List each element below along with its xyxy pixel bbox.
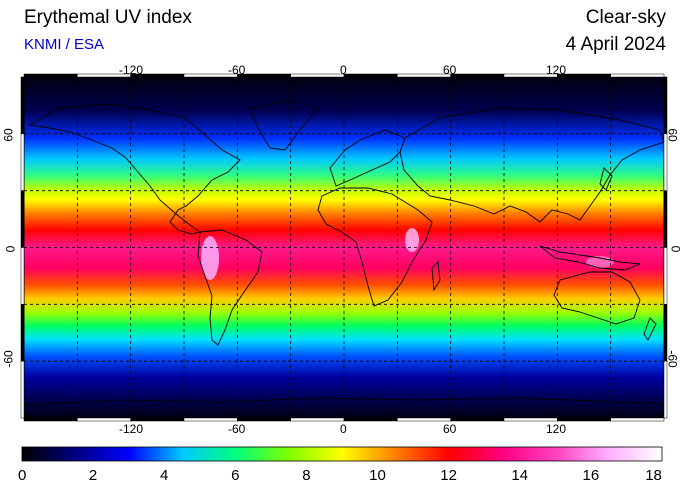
lon-tick-bottom-1: -120 [119,422,144,436]
frame-mark [20,76,25,135]
frame-mark [20,304,25,362]
frame-mark [450,417,505,422]
frame-mark [450,73,505,78]
lon-tick-top-2: -60 [228,63,246,77]
uv-peak-africa [405,228,419,252]
colorbar [21,446,663,462]
lon-tick-bottom-4: 60 [443,422,457,436]
frame-mark [20,360,25,419]
frame-mark [23,73,78,78]
frame-mark [290,73,345,78]
colorbar-tick-label: 4 [160,467,169,484]
frame-mark [663,360,668,419]
frame-mark [663,190,668,248]
lon-tick-top-4: 60 [443,63,457,77]
frame-mark [610,417,665,422]
frame-mark [397,417,451,422]
frame-mark [557,417,611,422]
frame-mark [343,73,398,78]
frame-mark [237,417,291,422]
lon-tick-bottom-3: 0 [340,422,347,436]
frame-mark [663,76,668,135]
lat-tick-left-3: -60 [1,350,16,368]
frame-mark [130,417,185,422]
graticule [24,77,664,418]
coastlines [24,99,664,406]
colorbar-tick-label: 16 [582,467,600,484]
colorbar-tick-label: 18 [645,467,662,484]
lat-tick-right-2: 0 [668,245,683,253]
frame-mark [183,417,238,422]
colorbar-tick-label: 14 [511,467,529,484]
frame-mark [20,247,25,305]
colorbar-tick-label: 12 [440,467,457,484]
lon-tick-top-1: -120 [119,63,144,77]
lon-tick-top-3: 0 [340,63,347,77]
map-title: Erythemal UV index [24,7,192,28]
lat-tick-right-3: -60 [665,350,680,368]
lon-tick-bottom-2: -60 [228,422,246,436]
frame-mark [663,247,668,305]
credit-label: KNMI / ESA [24,36,105,53]
lat-tick-left-1: 60 [1,128,16,142]
frame-mark [20,190,25,248]
frame-marks [20,73,668,422]
lat-tick-left-2: 0 [3,245,18,253]
lon-tick-bottom-5: 120 [546,422,567,436]
colorbar-tick-label: 2 [88,467,98,484]
frame-mark [77,417,131,422]
frame-mark [663,133,668,191]
lon-tick-top-5: 120 [546,63,567,77]
colorbar-tick-label: 6 [231,467,240,484]
frame-mark [503,417,558,422]
colorbar-tick-label: 0 [18,467,27,484]
frame-mark [290,417,345,422]
frame-mark [343,417,398,422]
frame-mark [20,133,25,191]
frame-mark [23,417,78,422]
condition-label: Clear-sky [585,7,666,28]
date-label: 4 April 2024 [565,34,666,55]
uv-peak-andes [201,236,219,280]
colorbar-tick-label: 10 [369,467,386,484]
colorbar-tick-label: 8 [302,467,311,484]
lat-tick-right-1: 60 [665,128,680,142]
frame-mark [610,73,665,78]
